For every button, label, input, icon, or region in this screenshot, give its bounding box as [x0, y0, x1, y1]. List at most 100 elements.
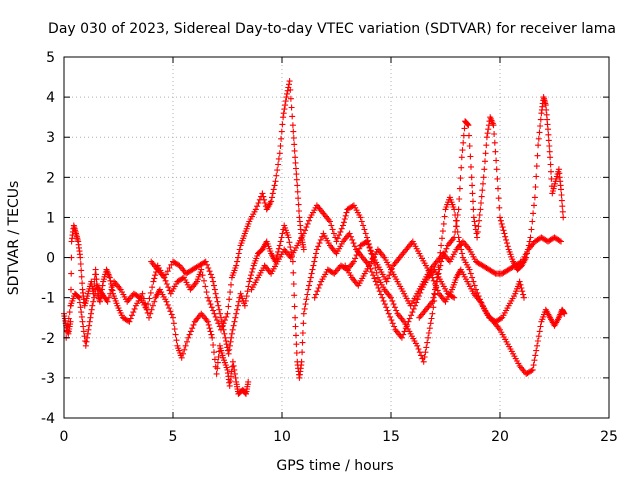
data-point [103, 266, 113, 279]
x-tick-label: 25 [600, 429, 618, 445]
gridlines [64, 57, 609, 418]
data-point [499, 267, 511, 277]
y-tick-label: 1 [46, 210, 55, 226]
data-point [213, 294, 224, 317]
data-point [75, 238, 83, 258]
data-point [368, 248, 380, 265]
data-point [542, 306, 553, 320]
data-point [342, 262, 354, 279]
data-point [294, 182, 302, 214]
data-point [300, 217, 312, 237]
data-point [458, 125, 468, 161]
data-point [292, 314, 300, 356]
series-track-3 [148, 222, 458, 381]
data-point [294, 232, 306, 249]
data-point [183, 267, 195, 277]
data-point [340, 209, 350, 229]
data-point [414, 342, 426, 362]
data-point [245, 378, 252, 385]
data-point [440, 250, 452, 263]
data-point [76, 294, 85, 320]
data-point [350, 202, 363, 218]
data-point [505, 246, 516, 263]
data-point [281, 246, 293, 259]
data-point [79, 318, 89, 344]
data-point [464, 278, 476, 295]
data-point [483, 310, 496, 324]
data-point [246, 265, 256, 285]
data-point [196, 259, 208, 269]
data-point [350, 245, 363, 265]
data-point [286, 78, 296, 120]
data-point [110, 290, 120, 307]
data-point [241, 283, 252, 309]
data-point [268, 182, 278, 205]
data-point [261, 262, 273, 275]
data-point [477, 298, 489, 315]
data-point [442, 289, 454, 305]
data-point [228, 314, 239, 337]
y-tick-label: -4 [41, 411, 55, 427]
x-tick-label: 5 [169, 429, 178, 445]
data-point [466, 266, 478, 289]
data-point [444, 236, 456, 249]
data-point [468, 174, 477, 213]
data-point [385, 310, 398, 330]
data-point [538, 309, 548, 325]
data-point [327, 218, 339, 241]
data-point [185, 321, 197, 341]
data-point [198, 310, 210, 324]
data-point [104, 282, 116, 305]
data-point [558, 186, 566, 215]
data-point [420, 339, 431, 365]
data-point [545, 126, 553, 155]
data-point [459, 238, 472, 251]
data-point [392, 326, 404, 340]
data-point [427, 260, 439, 273]
data-point [394, 310, 406, 324]
data-point [479, 262, 491, 272]
data-point [555, 166, 564, 189]
x-tick-label: 20 [491, 429, 509, 445]
data-point [289, 258, 298, 310]
data-point [246, 208, 258, 225]
data-point [529, 347, 540, 373]
data-point [374, 274, 387, 291]
data-point [71, 290, 82, 300]
data-point [99, 290, 110, 304]
data-point [416, 308, 428, 321]
data-point [497, 326, 509, 343]
data-point [455, 164, 465, 213]
data-point [255, 247, 265, 257]
data-point [499, 305, 511, 321]
x-tick-label: 0 [60, 429, 69, 445]
data-point [470, 290, 483, 304]
data-point [117, 286, 129, 303]
data-point [490, 318, 502, 332]
data-point [209, 274, 219, 297]
data-point [521, 294, 527, 301]
data-point [381, 286, 393, 300]
data-point [503, 338, 515, 355]
data-point [542, 102, 551, 128]
data-point [241, 220, 252, 237]
data-point [409, 238, 421, 255]
data-point [180, 274, 193, 291]
data-point [551, 316, 561, 329]
data-point [300, 291, 311, 317]
data-point [146, 298, 158, 321]
data-point [436, 290, 448, 304]
data-point [222, 334, 231, 354]
data-point [527, 202, 537, 241]
data-point [67, 254, 75, 325]
data-point [346, 230, 358, 250]
data-point [451, 212, 461, 241]
data-point [307, 204, 319, 221]
data-point [218, 314, 228, 337]
data-point [514, 263, 524, 273]
data-point [493, 166, 503, 211]
data-point [82, 326, 92, 349]
data-point [130, 290, 142, 300]
data-point [187, 280, 199, 293]
data-point [449, 277, 459, 293]
